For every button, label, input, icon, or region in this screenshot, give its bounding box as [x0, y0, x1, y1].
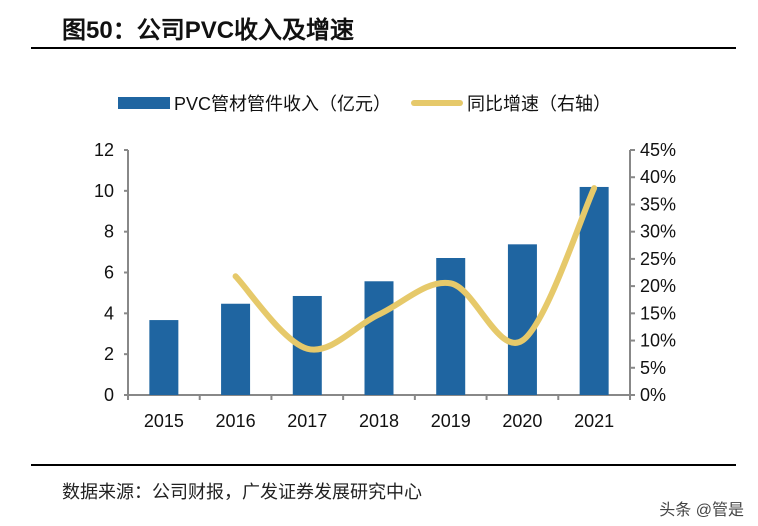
right-tick-label: 45%: [640, 140, 676, 160]
bar-2018: [364, 281, 394, 395]
source-note: 数据来源：公司财报，广发证券发展研究中心: [62, 482, 422, 502]
x-tick-label: 2021: [574, 411, 614, 431]
left-tick-label: 4: [104, 303, 114, 323]
footer-rule: [31, 464, 736, 466]
x-tick-label: 2020: [502, 411, 542, 431]
x-tick-label: 2016: [216, 411, 256, 431]
legend-label-revenue: PVC管材管件收入（亿元）: [174, 94, 392, 114]
legend-swatch-bar: [118, 97, 170, 109]
left-tick-label: 0: [104, 385, 114, 405]
right-tick-label: 35%: [640, 194, 676, 214]
watermark: 头条 @管是: [659, 502, 744, 519]
left-tick-label: 12: [94, 140, 114, 160]
right-tick-label: 5%: [640, 358, 666, 378]
right-tick-label: 40%: [640, 167, 676, 187]
chart-plot: 0 2 4 6 8 10 12 0% 5% 10% 15% 20% 25% 30% 35% 40% 45% 201…: [94, 140, 676, 431]
legend-label-growth: 同比增速（右轴）: [467, 94, 612, 114]
right-tick-label: 15%: [640, 303, 676, 323]
chart-title: 图50：公司PVC收入及增速: [62, 17, 355, 44]
bar-2021: [579, 186, 609, 395]
right-tick-label: 30%: [640, 222, 676, 242]
left-tick-label: 10: [94, 181, 114, 201]
x-tick-label: 2017: [287, 411, 327, 431]
right-tick-label: 20%: [640, 276, 676, 296]
title-rule: [31, 47, 736, 49]
x-tick-label: 2018: [359, 411, 399, 431]
growth-line: [232, 185, 598, 353]
legend: PVC管材管件收入（亿元） 同比增速（右轴）: [118, 90, 611, 116]
bar-2019: [436, 258, 466, 395]
left-tick-label: 2: [104, 344, 114, 364]
left-tick-label: 6: [104, 263, 114, 283]
bar-2016: [221, 303, 251, 395]
x-tick-label: 2019: [431, 411, 471, 431]
right-tick-label: 25%: [640, 249, 676, 269]
bar-2020: [507, 244, 537, 395]
x-tick-label: 2015: [144, 411, 184, 431]
legend-swatch-line: [411, 100, 464, 106]
bar-2015: [149, 320, 179, 395]
right-tick-label: 0%: [640, 385, 666, 405]
left-tick-label: 8: [104, 222, 114, 242]
right-tick-label: 10%: [640, 331, 676, 351]
